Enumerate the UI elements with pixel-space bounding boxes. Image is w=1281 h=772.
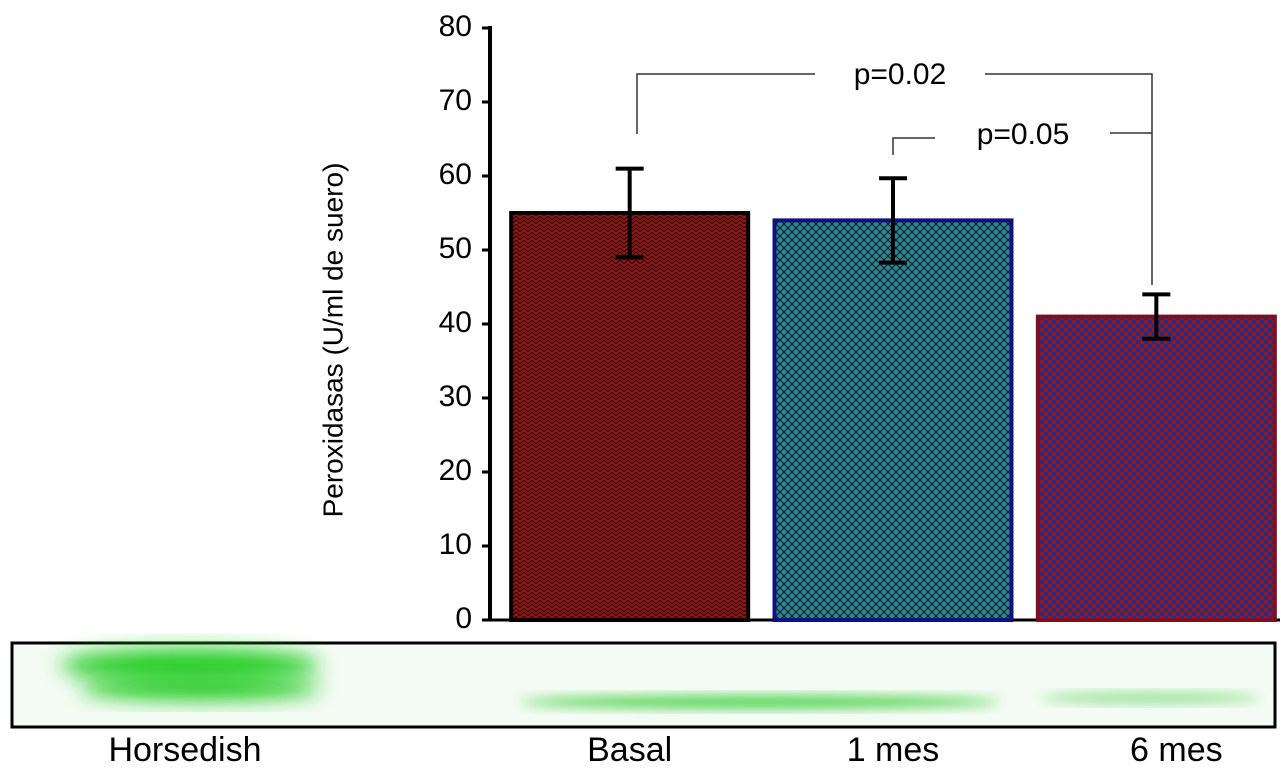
bracket [893,138,935,155]
gel-band [520,696,1000,708]
annotation: p=0.05 [977,118,1070,151]
x-tick-label: Basal [587,731,672,769]
y-tick-label: 0 [455,602,472,635]
y-tick-label: 30 [439,380,472,413]
y-tick-label: 40 [439,306,472,339]
x-tick-label: 6 mes [1130,731,1223,769]
x-tick-label: 1 mes [847,731,940,769]
lane-label: Horsedish [108,731,261,769]
gel [12,643,1275,727]
page: Peroxidasas (U/ml de suero) Horsedish p=… [0,0,1281,772]
y-tick-label: 60 [439,158,472,191]
y-tick-label: 10 [439,528,472,561]
bracket [637,74,815,134]
y-tick-label: 70 [439,84,472,117]
y-axis-label: Peroxidasas (U/ml de suero) [317,163,348,518]
bar [1038,317,1275,620]
y-tick-label: 20 [439,454,472,487]
chart: Peroxidasas (U/ml de suero) Horsedish p=… [0,0,1281,772]
gel-band [1040,693,1260,703]
y-tick-label: 80 [439,10,472,43]
y-tick-label: 50 [439,232,472,265]
annotation: p=0.02 [854,58,947,91]
bar [511,213,748,620]
gel-band [80,676,320,700]
bar [775,220,1012,620]
